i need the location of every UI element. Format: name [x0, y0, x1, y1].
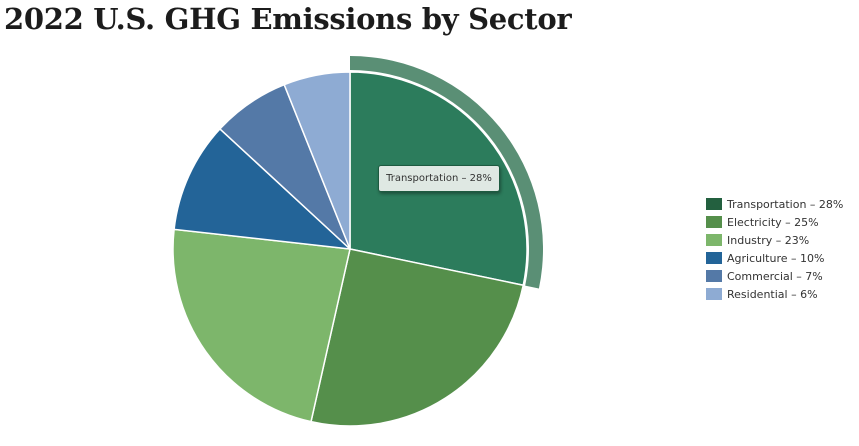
legend-item-commercial[interactable]: Commercial – 7% — [706, 267, 843, 285]
tooltip: Transportation – 28% — [378, 165, 500, 192]
legend-swatch — [706, 198, 722, 210]
pie-slice-electricity[interactable] — [310, 248, 525, 427]
pie-slice-industry[interactable] — [172, 228, 351, 423]
legend-label: Transportation – 28% — [727, 197, 844, 211]
legend-label: Electricity – 25% — [727, 215, 819, 229]
legend-item-industry[interactable]: Industry – 23% — [706, 231, 843, 249]
legend-swatch — [706, 252, 722, 264]
chart-title: 2022 U.S. GHG Emissions by Sector — [4, 2, 572, 36]
legend-label: Commercial – 7% — [727, 269, 823, 283]
legend-swatch — [706, 270, 722, 282]
legend-label: Industry – 23% — [727, 233, 810, 247]
legend-swatch — [706, 234, 722, 246]
legend-swatch — [706, 288, 722, 300]
legend-item-agriculture[interactable]: Agriculture – 10% — [706, 249, 843, 267]
legend: Transportation – 28% Electricity – 25% I… — [706, 195, 843, 303]
pie-slice-residential[interactable] — [283, 71, 351, 250]
legend-item-electricity[interactable]: Electricity – 25% — [706, 213, 843, 231]
legend-label: Agriculture – 10% — [727, 251, 825, 265]
pie-slice-agriculture[interactable] — [173, 127, 353, 250]
legend-item-residential[interactable]: Residential – 6% — [706, 285, 843, 303]
legend-swatch — [706, 216, 722, 228]
legend-label: Residential – 6% — [727, 287, 818, 301]
legend-item-transportation[interactable]: Transportation – 28% — [706, 195, 843, 213]
